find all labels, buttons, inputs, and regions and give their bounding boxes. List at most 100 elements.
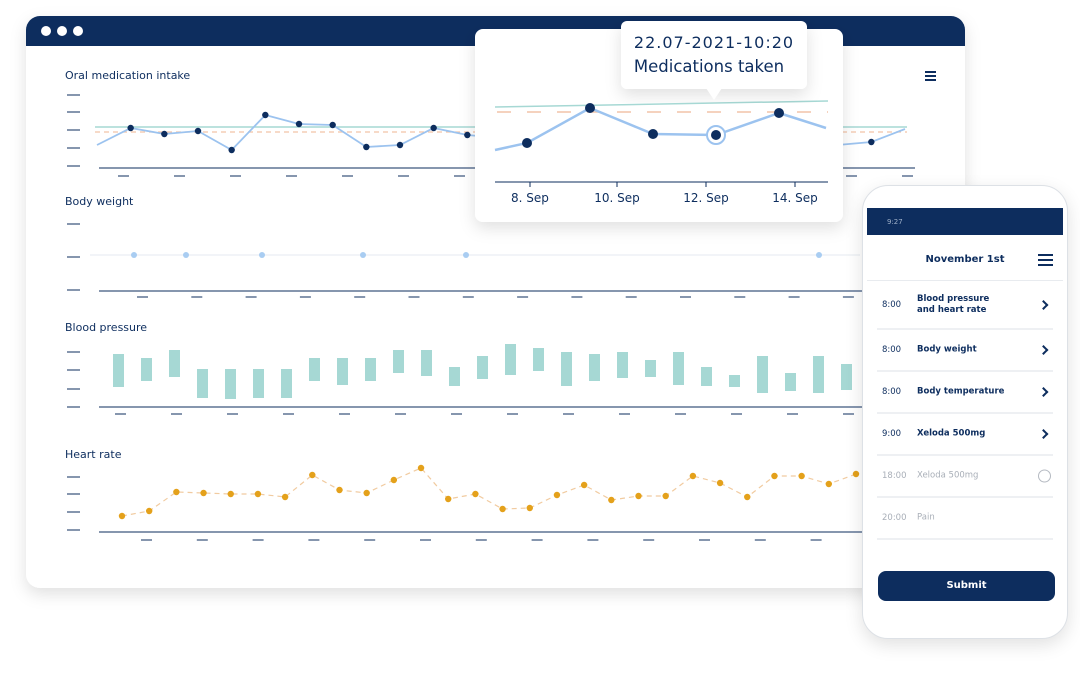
- task-time: 18:00: [882, 471, 907, 481]
- callout-pointer: [706, 88, 722, 100]
- pressure-bar: [757, 356, 768, 393]
- heart-dot: [662, 492, 669, 500]
- heart-dot: [417, 464, 425, 472]
- submit-button[interactable]: Submit: [878, 571, 1055, 601]
- menu-icon[interactable]: [1038, 254, 1053, 269]
- heart-dot: [744, 493, 751, 501]
- intake-dot: [868, 138, 875, 146]
- heart-dot: [336, 486, 343, 494]
- medication-dot: [522, 138, 532, 148]
- intake-dot: [464, 131, 471, 139]
- task-time: 8:00: [882, 299, 902, 310]
- heart-dot: [771, 472, 778, 480]
- heart-dot: [118, 512, 126, 520]
- intake-dot: [262, 111, 269, 119]
- pressure-bar: [841, 364, 852, 390]
- task-row[interactable]: 8:00 Blood pressure and heart rate: [877, 281, 1053, 330]
- clock-icon: [1038, 469, 1051, 483]
- heart-dot: [254, 490, 262, 498]
- pressure-bar: [169, 350, 180, 377]
- pressure-bar: [617, 352, 628, 378]
- tooltip-chart: 8. Sep 10. Sep 12. Sep 14. Sep: [494, 100, 829, 205]
- panel-title: Blood pressure: [65, 321, 147, 334]
- heart-dot: [390, 476, 398, 484]
- task-time: 9:00: [882, 429, 902, 439]
- pressure-bar: [421, 350, 432, 376]
- pressure-bar: [505, 344, 516, 375]
- heart-dot: [825, 480, 833, 488]
- heart-dot: [173, 488, 180, 496]
- heart-dot: [580, 481, 588, 489]
- heart-dot: [227, 490, 234, 498]
- pressure-bar: [673, 352, 684, 385]
- heart-dot: [553, 491, 561, 499]
- heart-dot: [635, 492, 642, 500]
- intake-dot: [363, 143, 370, 151]
- phone: 9:27 November 1st 8:00 Blood pressure and…: [862, 185, 1068, 639]
- x-tick-label: 12. Sep: [683, 191, 729, 205]
- window-dot: [57, 26, 67, 36]
- chevron: [1038, 429, 1049, 439]
- task-row[interactable]: 8:00 Body temperature: [877, 372, 1053, 414]
- pressure-bar: [813, 356, 824, 393]
- task-time: 20:00: [882, 513, 907, 523]
- task-row: 18:00 Xeloda 500mg: [877, 456, 1053, 498]
- task-label: Xeloda 500mg: [917, 470, 979, 481]
- phone-title: November 1st: [925, 254, 1005, 265]
- pressure-bar: [253, 369, 264, 398]
- callout-label: Medications taken: [634, 57, 784, 76]
- task-label: Body temperature: [917, 386, 1005, 397]
- weight-dot: [360, 252, 366, 258]
- pressure-bar: [477, 356, 488, 379]
- intake-dot: [127, 124, 134, 132]
- chevron: [1038, 345, 1049, 355]
- phone-screen: 9:27 November 1st 8:00 Blood pressure and…: [867, 208, 1063, 628]
- intake-dot: [161, 130, 168, 138]
- intake-dot: [228, 146, 235, 154]
- weight-dot: [131, 252, 137, 258]
- pressure-bar: [393, 350, 404, 373]
- panel-title: Oral medication intake: [65, 69, 190, 82]
- task-row[interactable]: 9:00 Xeloda 500mg: [877, 414, 1053, 456]
- reference-line: [494, 100, 829, 108]
- heart-dot: [281, 493, 289, 501]
- heart-dot: [445, 495, 452, 503]
- menu-icon[interactable]: [925, 71, 936, 81]
- heart-dot: [852, 470, 860, 478]
- medication-dot: [711, 130, 721, 140]
- task-row[interactable]: 8:00 Body weight: [877, 330, 1053, 372]
- x-tick-label: 8. Sep: [511, 191, 549, 205]
- callout-time: 22.07-2021-10:20: [634, 33, 794, 52]
- heart-dot: [716, 479, 724, 487]
- pressure-bar: [533, 348, 544, 371]
- pressure-bar: [785, 373, 796, 391]
- heart-dot: [145, 507, 153, 515]
- task-label: Body weight: [917, 344, 977, 355]
- x-tick-label: 14. Sep: [772, 191, 818, 205]
- heart-dot: [499, 505, 506, 513]
- heart-dot: [689, 472, 697, 480]
- chevron: [1038, 387, 1049, 397]
- heart-dot: [526, 504, 533, 512]
- pressure-bar: [449, 367, 460, 386]
- status-bar: 9:27: [867, 208, 1063, 235]
- medication-dot: [774, 108, 784, 118]
- callout: [621, 21, 807, 89]
- window-dot: [41, 26, 51, 36]
- pressure-bar: [589, 354, 600, 381]
- panel-title: Body weight: [65, 195, 134, 208]
- pressure-bar: [225, 369, 236, 399]
- heart-line: [121, 467, 857, 517]
- pressure-bar: [141, 358, 152, 381]
- pressure-bar: [561, 352, 572, 386]
- task-time: 8:00: [882, 387, 902, 397]
- weight-dot: [259, 252, 265, 258]
- intake-dot: [329, 121, 336, 129]
- task-row: 20:00 Pain: [877, 498, 1053, 540]
- heart-dot: [798, 472, 805, 480]
- chevron: [1038, 299, 1049, 310]
- medication-dot: [585, 103, 595, 113]
- pressure-bar: [645, 360, 656, 377]
